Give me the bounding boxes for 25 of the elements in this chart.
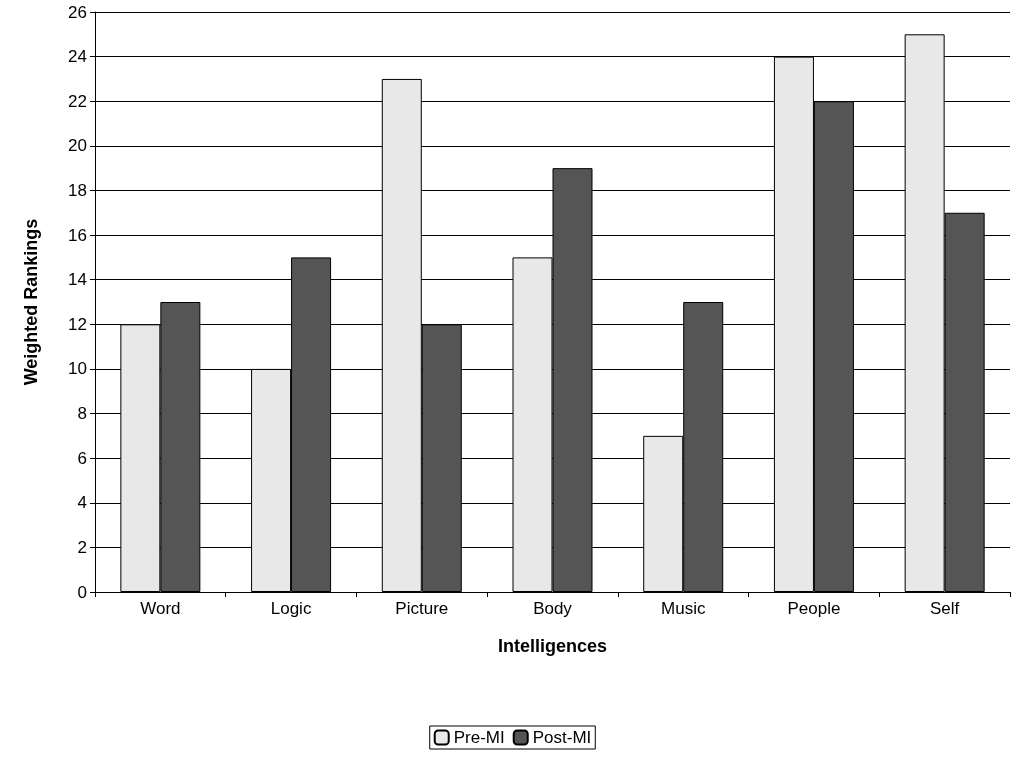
x-tick-label: People — [787, 599, 841, 618]
x-tick-label: Self — [929, 599, 960, 618]
y-tick-label: 2 — [77, 537, 87, 557]
y-tick-label: 8 — [77, 404, 87, 424]
y-tick-label: 22 — [68, 91, 87, 111]
y-tick-label: 10 — [68, 359, 87, 379]
x-axis-title: Intelligences — [497, 636, 608, 656]
x-tick-label: Music — [661, 599, 706, 618]
y-tick-label: 26 — [68, 2, 87, 22]
x-tick-label: Logic — [270, 599, 312, 618]
y-tick-label: 24 — [68, 47, 87, 67]
y-tick-label: 18 — [68, 180, 87, 200]
y-tick-label: 6 — [77, 448, 87, 468]
y-tick-label: 12 — [68, 314, 87, 334]
y-tick-label: 20 — [68, 136, 87, 156]
y-axis-title: Weighted Rankings — [21, 218, 41, 386]
y-tick-label: 4 — [77, 493, 87, 513]
x-tick-label: Picture — [395, 599, 449, 618]
legend-label: Post-MI — [532, 728, 592, 747]
y-tick-label: 14 — [68, 270, 87, 290]
y-tick-label: 16 — [68, 225, 87, 245]
x-tick-label: Word — [140, 599, 181, 618]
y-tick-label: 0 — [77, 582, 87, 602]
x-tick-label: Body — [533, 599, 573, 618]
legend-label: Pre-MI — [453, 728, 505, 747]
